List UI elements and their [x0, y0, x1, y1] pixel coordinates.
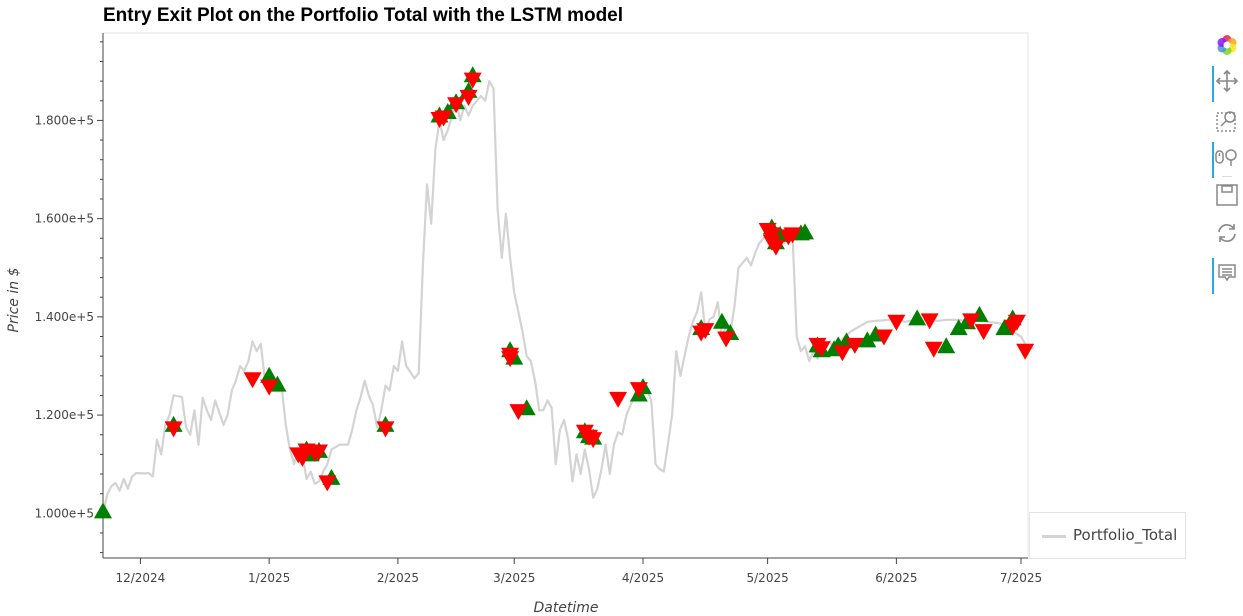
chart-title: Entry Exit Plot on the Portfolio Total w… [103, 5, 624, 26]
entry-marker [858, 331, 877, 348]
bokeh-logo-icon[interactable] [1210, 30, 1243, 60]
entry-marker [94, 502, 112, 519]
y-tick-label: 1.200e+5 [35, 408, 94, 422]
exit-markers [164, 72, 1035, 492]
x-tick-label: 2/2025 [377, 571, 419, 585]
exit-marker [459, 89, 478, 106]
exit-marker [243, 372, 262, 389]
legend: Portfolio_Total [1029, 512, 1186, 559]
save-tool[interactable] [1210, 176, 1243, 210]
y-axis-title: Price in $ [6, 268, 22, 333]
entry-marker [712, 312, 731, 329]
x-tick-label: 5/2025 [747, 571, 789, 585]
exit-marker [376, 421, 395, 438]
exit-marker [962, 313, 981, 330]
x-tick-label: 6/2025 [875, 571, 917, 585]
entry-marker [796, 223, 814, 240]
exit-marker [812, 341, 831, 358]
exit-marker [1016, 343, 1035, 360]
entry-marker [937, 337, 956, 354]
exit-marker [463, 72, 482, 89]
y-tick-label: 1.000e+5 [35, 506, 94, 520]
y-tick-label: 1.600e+5 [35, 212, 94, 226]
exit-marker [629, 382, 648, 399]
reset-tool[interactable] [1210, 218, 1243, 248]
exit-marker [833, 345, 852, 362]
y-tick-label: 1.800e+5 [35, 113, 94, 127]
hover-tool[interactable] [1210, 258, 1243, 294]
x-tick-label: 3/2025 [493, 571, 535, 585]
save-icon [1216, 184, 1238, 206]
exit-marker [920, 313, 939, 330]
portfolio-total-path [101, 79, 1034, 514]
entry-marker [949, 319, 968, 336]
exit-marker [887, 314, 906, 331]
exit-marker [260, 379, 279, 396]
x-tick-label: 4/2025 [622, 571, 664, 585]
exit-marker [924, 341, 943, 358]
exit-marker [584, 432, 603, 449]
wheel-zoom-tool[interactable] [1210, 142, 1243, 178]
reset-icon [1218, 224, 1236, 242]
entry-marker [908, 309, 927, 326]
entry-marker [260, 366, 279, 383]
y-tick-label: 1.400e+5 [35, 310, 94, 324]
pan-icon [1215, 69, 1239, 93]
plot-frame [102, 32, 1029, 559]
exit-marker [1007, 314, 1026, 331]
portfolio-total-line [101, 79, 1034, 514]
exit-marker [318, 475, 337, 492]
exit-marker [509, 404, 528, 421]
exit-marker [310, 444, 328, 461]
exit-marker [717, 331, 736, 348]
hover-icon [1218, 264, 1236, 282]
box-zoom-icon [1216, 111, 1236, 132]
pan-tool[interactable] [1210, 66, 1243, 102]
x-tick-label: 7/2025 [1000, 571, 1042, 585]
x-axis-title: Datetime [533, 600, 598, 616]
box-zoom-tool[interactable] [1210, 106, 1243, 136]
exit-marker [845, 337, 864, 354]
entry-marker [995, 319, 1014, 336]
exit-marker [766, 239, 785, 256]
x-axis: 12/2024 1/2025 2/2025 3/2025 4/2025 5/2025 6/2… [103, 557, 1042, 585]
legend-label-portfolio-total: Portfolio_Total [1073, 526, 1178, 544]
exit-marker [974, 324, 993, 341]
legend-swatch-portfolio-total [1042, 535, 1066, 538]
exit-marker [874, 329, 893, 346]
exit-marker [434, 110, 453, 127]
exit-marker [164, 421, 183, 438]
exit-marker [696, 323, 715, 340]
exit-marker [501, 351, 520, 368]
x-tick-label: 12/2024 [115, 571, 165, 585]
exit-marker [609, 391, 628, 408]
exit-marker [447, 97, 466, 114]
exit-marker [783, 227, 802, 244]
x-tick-label: 1/2025 [248, 571, 290, 585]
wheel-zoom-icon [1215, 149, 1237, 166]
y-axis: 1.000e+5 1.200e+5 1.400e+5 1.600e+5 1.800e+5 [35, 33, 104, 558]
